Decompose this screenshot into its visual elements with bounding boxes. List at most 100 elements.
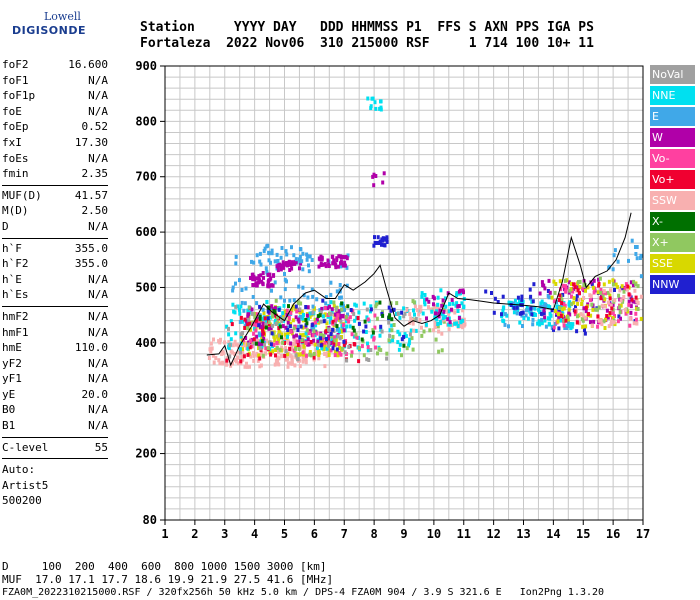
echo-point-nne [456,309,460,313]
echo-point-e [544,302,548,307]
echo-point-w [259,325,262,329]
echo-point-nne [246,308,250,313]
echo-point-nnw [335,347,339,352]
echo-point-w [547,278,551,283]
echo-point-nne [518,320,522,325]
param-value: N/A [88,309,108,323]
echo-point-vo [599,288,603,292]
echo-point-w [305,313,309,318]
echo-point-e [287,313,291,318]
echo-point-ssw [290,347,294,352]
echo-point-nnw [387,305,391,310]
echo-point-nne [448,302,451,307]
echo-point-w [285,313,289,318]
echo-point-x [247,305,251,310]
echo-point-x [299,301,303,306]
echo-point-nnw [389,308,393,313]
echo-point-sse [576,301,580,306]
echo-point-x [278,324,282,329]
echo-point-x [576,314,579,319]
echo-point-nnw [530,312,534,317]
echo-point-w [251,283,255,287]
echo-point-nnw [381,238,385,243]
echo-point-ssw [254,339,258,343]
param-row: D N/A [2,220,108,236]
echo-point-e [639,274,643,279]
echo-point-sse [619,303,623,308]
echo-point-w [425,316,428,321]
echo-point-w [284,325,288,330]
echo-point-sse [620,284,624,289]
echo-point-vo [599,296,603,301]
echo-point-x [261,353,265,358]
echo-point-ssw [237,350,241,355]
echo-point-nne [435,309,439,314]
echo-point-e [255,301,259,306]
echo-point-x [360,337,364,342]
echo-point-sse [608,293,612,298]
echo-point-vo [630,297,634,302]
echo-point-w [571,287,575,292]
echo-point-x [264,325,268,330]
echo-point-x [276,315,280,320]
echo-point-sse [318,350,321,355]
echo-point-vo [329,348,333,353]
echo-point-e [524,313,528,318]
echo-point-ssw [612,320,616,325]
echo-point-ssw [450,323,454,328]
echo-point-ssw [411,321,415,326]
echo-point-vo [314,320,318,325]
echo-point-sse [589,313,593,318]
echo-point-x [281,340,285,345]
echo-point-nnw [269,342,273,347]
echo-point-w [297,319,301,324]
echo-point-e [311,304,315,309]
echo-point-sse [554,309,557,314]
echo-point-ssw [290,355,294,360]
echo-point-e [299,314,302,319]
echo-point-nnw [380,242,383,247]
echo-point-nne [456,324,460,328]
echo-point-nne [345,324,349,329]
echo-point-e [515,311,519,316]
echo-point-e [273,280,277,285]
echo-point-vo [246,352,250,357]
echo-point-nne [227,332,231,337]
echo-point-noval [296,357,300,362]
echo-point-nnw [575,297,579,302]
echo-point-vo [272,342,276,347]
footer-file-info: FZA0M_2022310215000.RSF / 320fx256h 50 k… [2,587,605,598]
echo-point-vo [239,315,243,320]
echo-point-vo [254,318,258,323]
echo-point-noval [280,319,284,324]
echo-point-ssw [607,324,611,329]
echo-point-nne [320,346,324,351]
echo-point-nne [441,316,445,321]
echo-point-nne [443,296,447,301]
echo-point-x [258,314,262,319]
echo-point-x [271,314,275,319]
echo-point-w [341,255,345,259]
echo-point-e [307,263,310,268]
x-tick-label: 14 [546,527,560,541]
echo-point-x [578,279,582,284]
echo-point-w [267,284,271,289]
echo-point-w [257,280,261,285]
echo-point-e [525,308,528,313]
echo-point-w [345,256,349,261]
echo-point-ssw [433,324,437,329]
echo-point-w [252,274,256,279]
echo-point-ssw [277,356,281,361]
auto-line2: Artist5 [2,478,49,492]
x-tick-label: 2 [191,527,198,541]
echo-point-nne [396,340,400,345]
echo-point-vo [288,347,292,351]
param-row: hmE 110.0 [2,341,108,357]
param-value: N/A [88,272,108,286]
echo-point-x [410,336,414,341]
echo-point-ssw [219,337,222,342]
echo-point-noval [319,319,323,324]
echo-point-vo [576,288,580,293]
echo-point-nne [398,315,402,320]
echo-point-e [270,248,274,253]
